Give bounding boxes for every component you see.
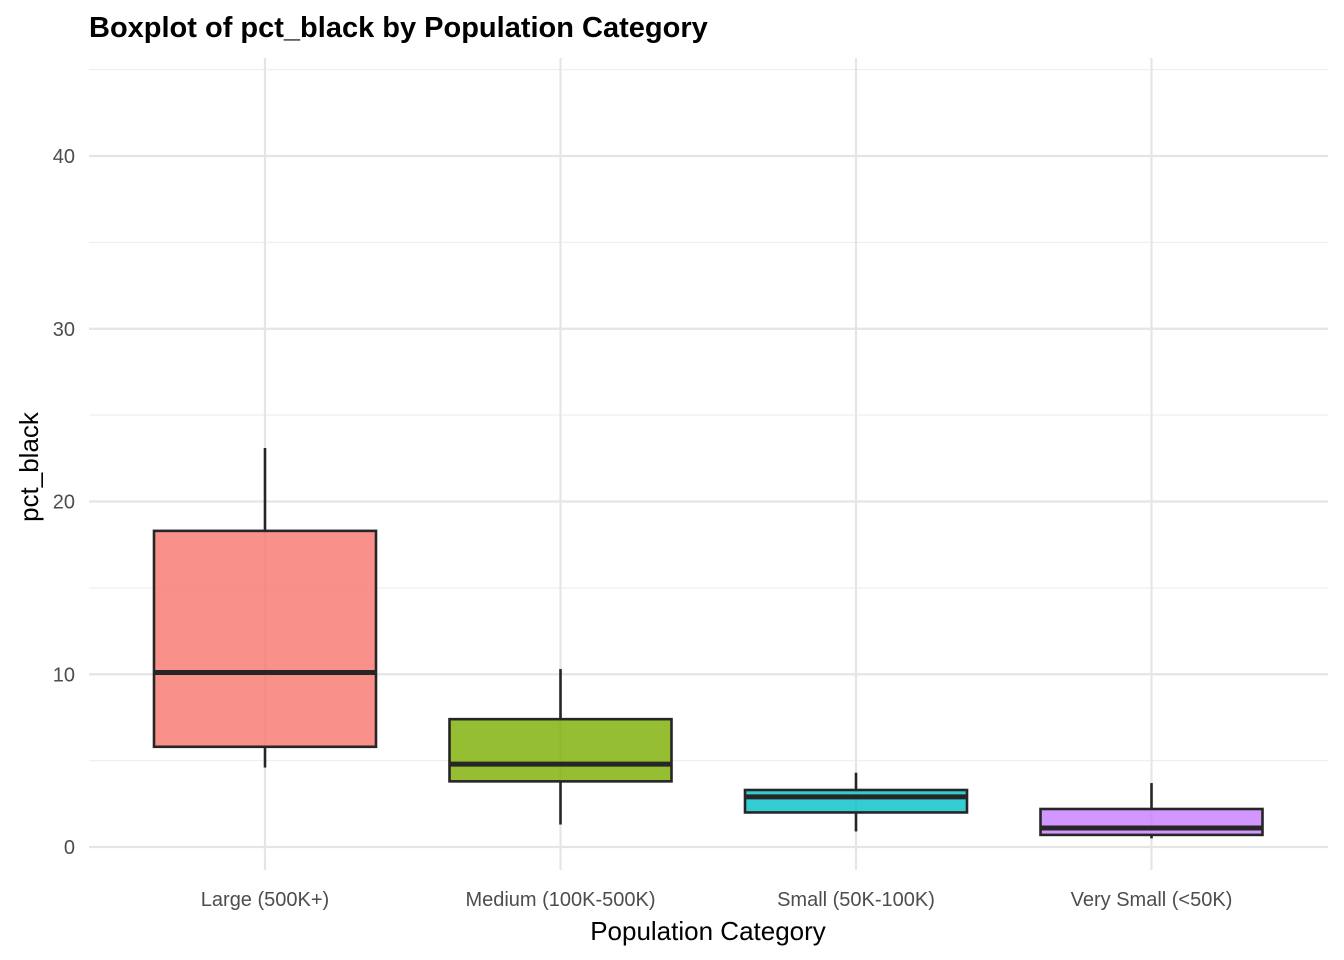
- box-1: [448, 669, 673, 825]
- x-axis-ticks: Large (500K+) Medium (100K-500K) Small (50…: [201, 889, 1233, 911]
- x-tick-label: Medium (100K-500K): [465, 889, 655, 911]
- x-axis-title: Population Category: [590, 916, 826, 946]
- chart-title: Boxplot of pct_black by Population Categ…: [89, 12, 708, 44]
- y-tick-label: 40: [53, 146, 75, 168]
- boxes-layer: [152, 447, 1264, 839]
- y-tick-label: 10: [53, 664, 75, 686]
- box-0: [152, 447, 378, 768]
- box-iqr: [448, 717, 673, 783]
- y-axis-ticks: 0 10 20 30 40: [53, 146, 75, 859]
- box-iqr: [743, 788, 969, 814]
- x-tick-label: Large (500K+): [201, 889, 329, 911]
- box-iqr: [1039, 807, 1264, 837]
- y-axis-title: pct_black: [14, 411, 44, 522]
- x-tick-label: Very Small (<50K): [1071, 889, 1233, 911]
- box-iqr: [152, 529, 378, 749]
- grid: [89, 58, 1328, 870]
- y-tick-label: 20: [53, 492, 75, 514]
- y-tick-label: 0: [64, 837, 75, 859]
- box-2: [743, 772, 969, 832]
- box-3: [1039, 783, 1264, 839]
- x-tick-label: Small (50K-100K): [777, 889, 935, 911]
- y-tick-label: 30: [53, 319, 75, 341]
